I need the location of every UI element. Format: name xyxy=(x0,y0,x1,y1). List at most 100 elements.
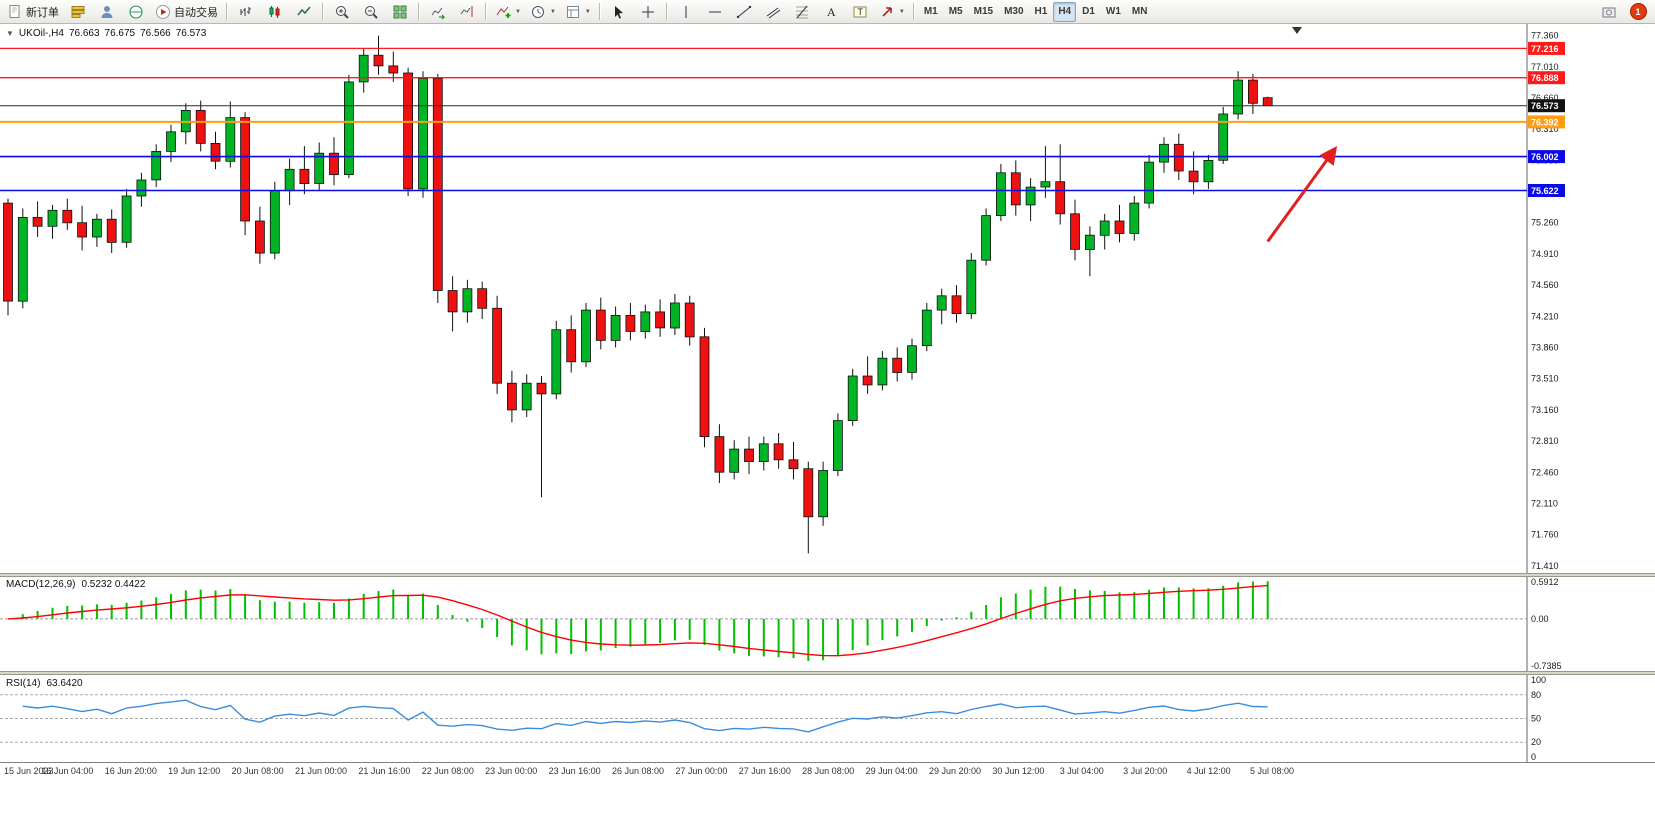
auto-scroll-button[interactable] xyxy=(424,1,452,23)
indicators-menu-button[interactable]: ▼ xyxy=(491,1,525,23)
svg-text:73.510: 73.510 xyxy=(1531,374,1559,384)
candle xyxy=(1248,73,1258,114)
macd-name: MACD(12,26,9) xyxy=(6,579,76,590)
bars-chart-icon xyxy=(240,6,251,16)
time-axis[interactable]: 15 Jun 2023 16 Jun 04:00 16 Jun 20:00 19 Ju… xyxy=(0,762,1655,781)
candles-chart-button[interactable] xyxy=(261,1,289,23)
bars-chart-button[interactable] xyxy=(232,1,260,23)
macd-panel-svg: 0.5912 0.00 -0.7385 xyxy=(0,577,1562,671)
zoom-out-button[interactable] xyxy=(357,1,385,23)
horizontal-line-button[interactable] xyxy=(701,1,729,23)
market-watch-button[interactable] xyxy=(64,1,92,23)
candle xyxy=(492,295,503,394)
candle xyxy=(225,101,236,168)
candle xyxy=(1262,96,1273,107)
candle xyxy=(1218,106,1229,164)
fibonacci-button[interactable] xyxy=(788,1,816,23)
timeframe-m30-button[interactable]: M30 xyxy=(1004,6,1024,17)
time-axis-label: 29 Jun 20:00 xyxy=(928,766,982,776)
svg-text:74.910: 74.910 xyxy=(1531,249,1559,259)
candle xyxy=(284,158,295,205)
periods-menu-icon xyxy=(531,5,544,18)
text-icon: A xyxy=(827,5,836,19)
timeframe-mn-button[interactable]: MN xyxy=(1131,6,1148,17)
cursor-button[interactable] xyxy=(605,1,633,23)
rsi-scale[interactable]: 100 80 50 20 0 xyxy=(1531,675,1546,762)
candle xyxy=(1055,144,1066,225)
new-order-button[interactable]: 新订单 xyxy=(3,1,63,23)
time-axis-label: 28 Jun 08:00 xyxy=(802,766,855,776)
red-hline-2[interactable]: 76.888 xyxy=(0,71,1565,85)
timeframe-w1-button[interactable]: W1 xyxy=(1105,6,1121,17)
blue-hline-2[interactable]: 75.622 xyxy=(0,184,1565,197)
panel-divider[interactable] xyxy=(0,573,1655,577)
orange-hline[interactable]: 76.392 xyxy=(0,115,1565,129)
chart-shift-marker[interactable] xyxy=(1292,27,1302,34)
candle xyxy=(121,188,132,248)
timeframe-m15-button[interactable]: M15 xyxy=(973,6,994,17)
navigator-icon xyxy=(129,5,143,18)
blue-hline-1[interactable]: 76.002 xyxy=(0,150,1565,164)
rsi-label: RSI(14) 63.6420 xyxy=(6,678,83,689)
candle xyxy=(788,442,799,480)
text-button[interactable]: A xyxy=(817,1,845,23)
candles xyxy=(3,35,1273,554)
candle xyxy=(803,461,814,554)
candles-chart-icon xyxy=(269,5,280,18)
trend-arrow[interactable] xyxy=(1266,146,1338,243)
time-axis-label: 19 Jun 12:00 xyxy=(168,766,221,776)
candle xyxy=(536,376,547,498)
candle xyxy=(240,112,251,236)
time-axis-label: 5 Jul 08:00 xyxy=(1249,766,1295,776)
channel-button[interactable] xyxy=(759,1,787,23)
svg-text:74.560: 74.560 xyxy=(1531,280,1559,290)
new-order-icon xyxy=(9,4,20,18)
panel-divider[interactable] xyxy=(0,671,1655,675)
one-click-trading-toggle[interactable]: ▼ xyxy=(6,29,14,38)
time-axis-label: 26 Jun 08:00 xyxy=(611,766,665,776)
svg-text:T: T xyxy=(857,7,863,17)
timeframe-m1-button[interactable]: M1 xyxy=(923,6,938,17)
screenshot-button[interactable] xyxy=(1595,1,1623,23)
zoom-in-button[interactable] xyxy=(328,1,356,23)
autotrading-button[interactable]: 自动交易 xyxy=(151,1,222,23)
trend-line-icon xyxy=(736,5,752,18)
channel-icon xyxy=(766,7,781,18)
toolbar-separator xyxy=(598,3,601,20)
candle xyxy=(77,205,87,251)
time-axis-label: 4 Jul 12:00 xyxy=(1186,766,1231,776)
market-watch-icon xyxy=(71,5,85,18)
chart-shift-button[interactable] xyxy=(453,1,481,23)
data-window-button[interactable] xyxy=(93,1,121,23)
red-hline-1[interactable]: 77.216 xyxy=(0,41,1565,55)
candle xyxy=(921,303,932,352)
timeframe-h1-button[interactable]: H1 xyxy=(1034,6,1048,17)
macd-scale[interactable]: 0.5912 0.00 -0.7385 xyxy=(1531,577,1562,671)
candle xyxy=(299,146,310,195)
timeframe-d1-button[interactable]: D1 xyxy=(1082,6,1095,17)
candle xyxy=(1040,146,1051,198)
templates-menu-button[interactable]: ▼ xyxy=(561,1,595,23)
line-chart-button[interactable] xyxy=(290,1,318,23)
text-label-button[interactable]: T xyxy=(846,1,874,23)
candle xyxy=(47,204,58,239)
svg-text:77.010: 77.010 xyxy=(1531,62,1559,72)
candle xyxy=(314,142,325,191)
periods-menu-button[interactable]: ▼ xyxy=(526,1,560,23)
svg-text:20: 20 xyxy=(1531,737,1541,747)
trend-line-button[interactable] xyxy=(730,1,758,23)
notification-button[interactable]: 1 xyxy=(1624,1,1652,23)
vertical-line-button[interactable] xyxy=(672,1,700,23)
timeframe-m5-button[interactable]: M5 xyxy=(948,6,963,17)
tile-windows-button[interactable] xyxy=(386,1,414,23)
data-window-icon xyxy=(101,5,113,18)
window-background xyxy=(0,780,1655,828)
arrows-menu-button[interactable]: ▼ xyxy=(875,1,909,23)
navigator-button[interactable] xyxy=(122,1,150,23)
crosshair-button[interactable] xyxy=(634,1,662,23)
candle xyxy=(432,73,443,303)
timeframe-h4-button[interactable]: H4 xyxy=(1053,1,1077,22)
bid-price-line[interactable]: 76.573 xyxy=(0,99,1565,113)
rsi-panel-svg: 100 80 50 20 0 xyxy=(0,675,1546,762)
